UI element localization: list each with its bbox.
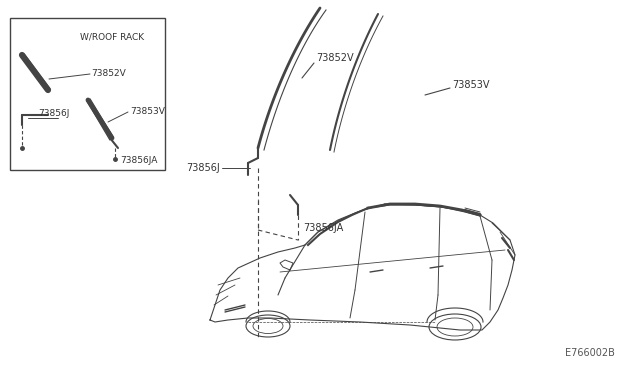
Text: 73852V: 73852V: [316, 53, 354, 63]
Text: 73856J: 73856J: [186, 163, 220, 173]
Text: 73856J: 73856J: [38, 109, 69, 118]
Text: 73856JA: 73856JA: [303, 223, 343, 233]
Text: 73853V: 73853V: [130, 106, 165, 115]
Bar: [10, 18, 165, 170]
Text: E766002B: E766002B: [565, 348, 615, 358]
Text: 73856JA: 73856JA: [120, 155, 157, 164]
Text: 73853V: 73853V: [452, 80, 490, 90]
Text: W/ROOF RACK: W/ROOF RACK: [80, 32, 144, 41]
Text: 73852V: 73852V: [91, 68, 125, 77]
